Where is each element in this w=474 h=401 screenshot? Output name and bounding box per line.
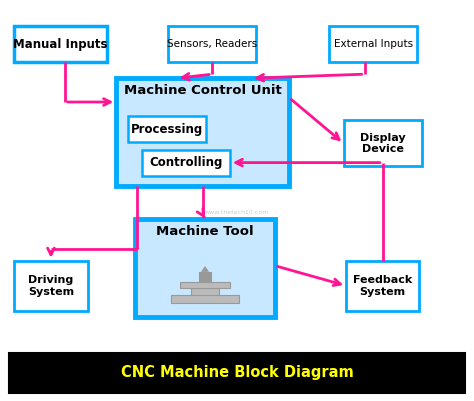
FancyBboxPatch shape: [171, 295, 239, 303]
FancyBboxPatch shape: [135, 219, 275, 317]
FancyBboxPatch shape: [168, 26, 256, 62]
FancyBboxPatch shape: [346, 261, 419, 311]
FancyBboxPatch shape: [128, 116, 206, 142]
Polygon shape: [201, 267, 209, 271]
FancyBboxPatch shape: [191, 288, 219, 295]
FancyBboxPatch shape: [14, 26, 107, 62]
FancyBboxPatch shape: [199, 271, 210, 282]
FancyBboxPatch shape: [329, 26, 417, 62]
Text: Machine Control Unit: Machine Control Unit: [124, 84, 282, 97]
Text: Machine Tool: Machine Tool: [156, 225, 254, 237]
Text: External Inputs: External Inputs: [334, 39, 413, 49]
FancyBboxPatch shape: [14, 261, 88, 311]
Text: Sensors, Readers: Sensors, Readers: [167, 39, 257, 49]
Text: Display
Device: Display Device: [360, 133, 406, 154]
FancyBboxPatch shape: [9, 353, 465, 393]
Text: Driving
System: Driving System: [28, 275, 74, 296]
Text: Feedback
System: Feedback System: [353, 275, 412, 296]
Text: Processing: Processing: [131, 123, 203, 136]
FancyBboxPatch shape: [116, 78, 289, 186]
Text: Controlling: Controlling: [149, 156, 223, 169]
Text: CNC Machine Block Diagram: CNC Machine Block Diagram: [120, 365, 354, 381]
Text: Manual Inputs: Manual Inputs: [13, 38, 108, 51]
FancyBboxPatch shape: [180, 282, 230, 288]
FancyBboxPatch shape: [344, 120, 422, 166]
FancyBboxPatch shape: [142, 150, 230, 176]
Text: www.thetech10.com: www.thetech10.com: [205, 210, 269, 215]
